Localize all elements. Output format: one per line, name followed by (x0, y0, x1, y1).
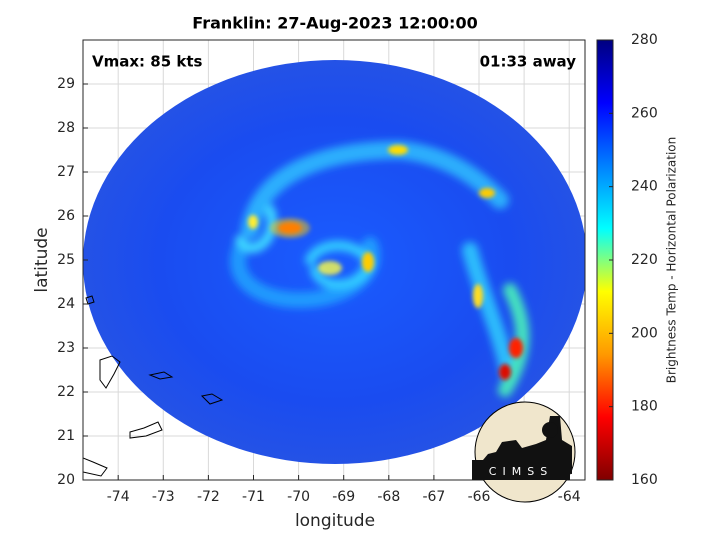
y-tick-label: 22 (57, 384, 75, 400)
y-tick-label: 21 (57, 428, 75, 444)
colorbar-label: Brightness Temp - Horizontal Polarizatio… (665, 137, 679, 384)
logo-text: CIMSS (489, 465, 553, 478)
x-tick-label: -73 (152, 489, 175, 505)
y-tick-label: 26 (57, 208, 75, 224)
y-tick-label: 27 (57, 164, 75, 180)
y-tick-label: 25 (57, 252, 75, 268)
colorbar-tick-label: 240 (631, 179, 658, 195)
colorbar-tick-label: 220 (631, 252, 658, 268)
colorbar-tick-label: 280 (631, 32, 658, 48)
x-tick-label: -64 (558, 489, 581, 505)
x-tick-label: -67 (422, 489, 445, 505)
annotation: Vmax: 85 kts (92, 53, 202, 71)
y-tick-label: 28 (57, 120, 75, 136)
x-tick-label: -71 (242, 489, 265, 505)
x-axis-label: longitude (295, 511, 375, 531)
annotation: 01:33 away (480, 53, 577, 71)
logo: CIMSS (472, 401, 576, 503)
colorbar-tick-label: 200 (631, 325, 658, 341)
chart-title: Franklin: 27-Aug-2023 12:00:00 (192, 14, 477, 33)
x-tick-label: -68 (377, 489, 400, 505)
x-tick-label: -66 (468, 489, 491, 505)
y-tick-label: 23 (57, 340, 75, 356)
y-tick-label: 29 (57, 76, 75, 92)
colorbar-tick-label: 260 (631, 105, 658, 121)
x-tick-label: -72 (197, 489, 220, 505)
y-tick-label: 20 (57, 472, 75, 488)
y-tick-label: 24 (57, 296, 75, 312)
x-tick-label: -69 (332, 489, 355, 505)
y-axis-label: latitude (32, 227, 52, 292)
swath-image (83, 60, 585, 477)
colorbar-tick-label: 160 (631, 472, 658, 488)
axes-box (82, 39, 586, 481)
x-tick-label: -70 (287, 489, 310, 505)
x-tick-label: -74 (107, 489, 130, 505)
colorbar-tick-label: 180 (631, 399, 658, 415)
